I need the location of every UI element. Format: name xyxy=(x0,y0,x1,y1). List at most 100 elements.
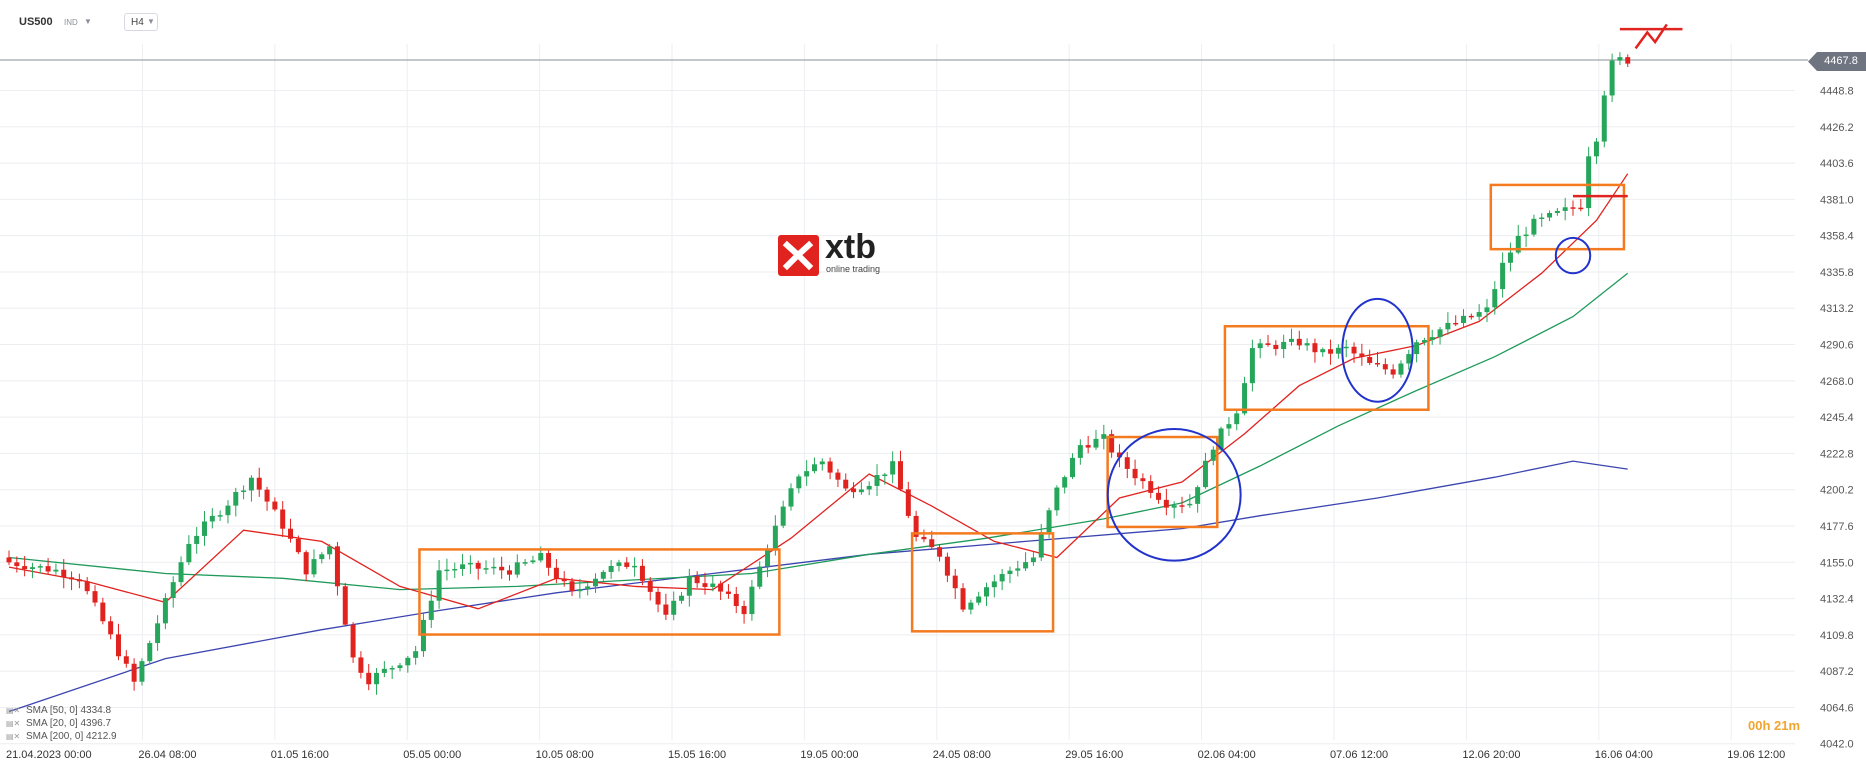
bullish-candle xyxy=(1398,363,1404,375)
bearish-candle xyxy=(475,562,481,569)
bullish-candle xyxy=(1093,438,1099,448)
bullish-candle xyxy=(890,461,896,475)
bullish-candle xyxy=(1586,156,1592,209)
bullish-candle xyxy=(780,506,786,526)
bearish-candle xyxy=(952,575,958,589)
bearish-candle xyxy=(334,546,340,587)
bullish-candle xyxy=(772,525,778,550)
price-tick-label: 4109.8 xyxy=(1820,630,1854,642)
bullish-candle xyxy=(1242,383,1248,414)
bearish-candle xyxy=(303,552,309,575)
bearish-candle xyxy=(1265,343,1271,345)
symbol-dropdown-icon[interactable]: ▼ xyxy=(84,17,92,26)
bullish-candle xyxy=(1609,60,1615,96)
bearish-candle xyxy=(913,515,919,537)
bearish-candle xyxy=(1148,481,1154,493)
bullish-candle xyxy=(514,562,520,575)
price-axis: 4448.8 4426.2 4403.6 4381.0 4358.4 4335.8 4313… xyxy=(1820,86,1854,751)
retest-circle xyxy=(1106,428,1242,562)
projection-zigzag xyxy=(1634,23,1668,50)
bullish-candle xyxy=(1195,487,1201,504)
bullish-candle xyxy=(600,571,606,579)
price-tick-label: 4155.0 xyxy=(1820,557,1854,569)
bullish-candle xyxy=(788,488,794,507)
bearish-candle xyxy=(1109,434,1115,453)
bullish-candle xyxy=(1281,341,1287,350)
time-axis: 21.04.2023 00:00 26.04 08:00 01.05 16:00 05… xyxy=(6,749,1785,761)
bearish-candle xyxy=(569,581,575,592)
bullish-candle xyxy=(1023,562,1029,569)
bearish-candle xyxy=(1359,353,1365,358)
bearish-candle xyxy=(1156,492,1162,500)
bearish-candle xyxy=(639,565,645,581)
bullish-candle xyxy=(671,600,677,615)
bullish-candle xyxy=(538,553,544,561)
bullish-candle xyxy=(1218,428,1224,450)
bearish-candle xyxy=(702,583,708,587)
bullish-candle xyxy=(1523,234,1529,237)
bullish-candle xyxy=(327,546,333,555)
price-tick-label: 4222.8 xyxy=(1820,448,1854,460)
bullish-candle xyxy=(679,595,685,601)
bullish-candle xyxy=(984,587,989,597)
bullish-candle xyxy=(1335,347,1341,354)
bearish-candle xyxy=(288,528,294,539)
timeframe-select[interactable]: H4 ▼ xyxy=(124,13,158,31)
bullish-candle xyxy=(1562,207,1568,211)
price-tick-label: 4381.0 xyxy=(1820,194,1854,206)
bullish-candle xyxy=(1507,252,1513,263)
time-tick-label: 29.05 16:00 xyxy=(1065,749,1123,761)
bearish-candle xyxy=(655,591,661,605)
legend-label: SMA [20, 0] 4396.7 xyxy=(26,718,112,729)
indicator-settings-icon[interactable]: ▤✕ xyxy=(6,706,21,715)
sma-200-line xyxy=(8,460,1628,713)
bearish-candle xyxy=(718,583,724,592)
bullish-candle xyxy=(1007,570,1013,575)
bearish-candle xyxy=(1570,207,1576,209)
bearish-candle xyxy=(100,602,106,622)
bearish-candle xyxy=(342,586,348,625)
legend-sma50[interactable]: ▤✕ SMA [50, 0] 4334.8 xyxy=(6,704,117,717)
bullish-candle xyxy=(1171,505,1177,508)
price-tick-label: 4335.8 xyxy=(1820,267,1854,279)
bullish-candle xyxy=(1406,354,1412,364)
legend-sma20[interactable]: ▤✕ SMA [20, 0] 4396.7 xyxy=(6,717,117,730)
bearish-candle xyxy=(905,489,911,516)
bullish-candle xyxy=(1046,510,1052,533)
legend-sma200[interactable]: ▤✕ SMA [200, 0] 4212.9 xyxy=(6,730,117,743)
bearish-candle xyxy=(960,588,966,610)
bearish-candle xyxy=(694,576,700,584)
bearish-candle xyxy=(1116,452,1122,458)
bearish-candle xyxy=(22,566,28,570)
indicator-settings-icon[interactable]: ▤✕ xyxy=(6,732,21,741)
bullish-candle xyxy=(1445,322,1451,330)
symbol-label[interactable]: US500 xyxy=(19,16,53,28)
bullish-candle xyxy=(1101,434,1107,439)
bearish-candle xyxy=(897,461,903,490)
consolidation-box xyxy=(1489,183,1626,251)
time-tick-label: 02.06 04:00 xyxy=(1198,749,1256,761)
bullish-candle xyxy=(444,569,450,572)
bullish-candle xyxy=(1210,449,1216,461)
bullish-candle xyxy=(765,549,771,567)
highlight-boxes xyxy=(418,183,1626,636)
bearish-candle xyxy=(131,663,137,682)
bullish-candle xyxy=(53,569,59,572)
price-tick-label: 4448.8 xyxy=(1820,86,1854,98)
bullish-candle xyxy=(29,567,35,570)
bullish-candle xyxy=(811,464,817,472)
time-tick-label: 01.05 16:00 xyxy=(271,749,329,761)
bullish-candle xyxy=(874,474,880,486)
bullish-candle xyxy=(1077,445,1083,458)
price-tick-label: 4245.4 xyxy=(1820,412,1854,424)
price-tick-label: 4313.2 xyxy=(1820,303,1854,315)
bullish-candle xyxy=(1414,342,1420,355)
bullish-candle xyxy=(381,668,387,673)
bullish-candle xyxy=(1030,557,1036,563)
indicator-settings-icon[interactable]: ▤✕ xyxy=(6,719,21,728)
bullish-candle xyxy=(452,568,458,571)
bullish-candle xyxy=(1531,218,1537,235)
bearish-candle xyxy=(647,580,653,592)
bullish-candle xyxy=(311,559,317,575)
